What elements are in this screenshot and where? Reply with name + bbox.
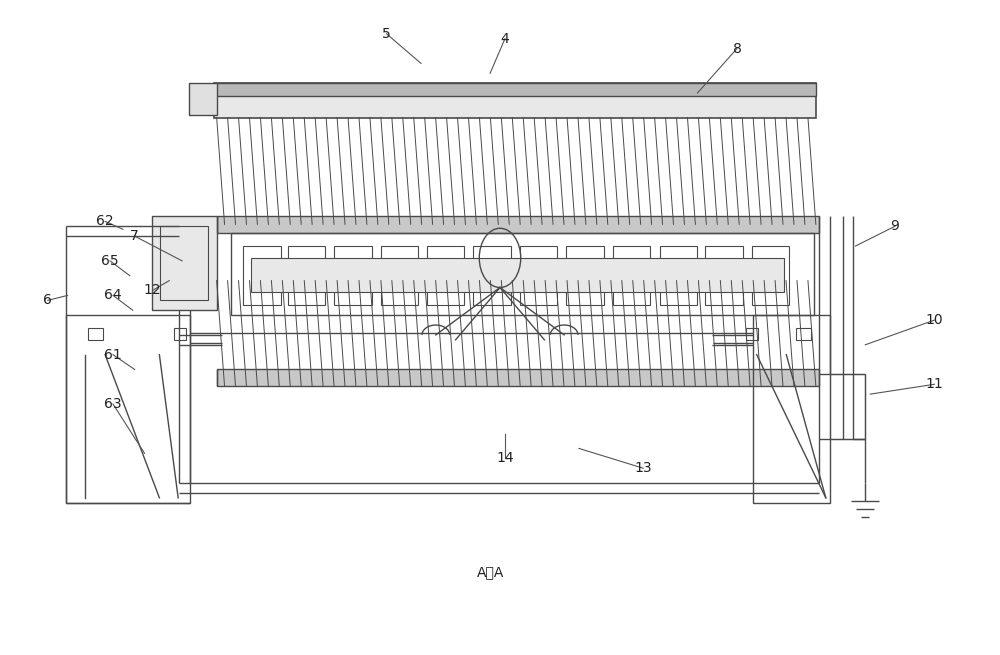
Bar: [231, 233, 814, 315]
Bar: [381, 246, 418, 305]
Bar: [174, 328, 186, 340]
Bar: [152, 216, 217, 310]
Bar: [214, 83, 816, 118]
Text: 65: 65: [101, 254, 119, 268]
Bar: [243, 246, 281, 305]
Bar: [752, 246, 789, 305]
Text: 61: 61: [104, 348, 122, 362]
Text: 13: 13: [634, 461, 652, 475]
Bar: [214, 83, 816, 96]
Text: 12: 12: [144, 284, 161, 297]
Text: A－A: A－A: [476, 565, 504, 579]
Text: 64: 64: [104, 288, 122, 303]
Bar: [746, 328, 758, 340]
Text: 6: 6: [43, 293, 52, 307]
Bar: [705, 246, 743, 305]
Text: 9: 9: [890, 219, 899, 233]
Text: 62: 62: [96, 214, 114, 229]
Text: 11: 11: [926, 377, 943, 391]
Bar: [613, 246, 650, 305]
Bar: [217, 216, 819, 233]
Bar: [566, 246, 604, 305]
Text: 4: 4: [501, 31, 509, 46]
Bar: [473, 246, 511, 305]
Bar: [427, 246, 464, 305]
Text: 63: 63: [104, 397, 122, 411]
Bar: [251, 258, 784, 292]
Bar: [288, 246, 325, 305]
Text: 10: 10: [926, 313, 943, 327]
Bar: [660, 246, 697, 305]
Bar: [334, 246, 372, 305]
Text: 7: 7: [130, 229, 139, 243]
Bar: [796, 328, 811, 340]
Bar: [830, 375, 865, 439]
Text: 14: 14: [496, 451, 514, 465]
Bar: [753, 315, 830, 503]
Bar: [217, 369, 819, 386]
Bar: [88, 328, 103, 340]
Bar: [66, 315, 190, 503]
Text: 5: 5: [382, 27, 391, 41]
Text: 8: 8: [733, 42, 741, 56]
Bar: [520, 246, 557, 305]
Bar: [189, 83, 217, 115]
Bar: [160, 227, 208, 301]
